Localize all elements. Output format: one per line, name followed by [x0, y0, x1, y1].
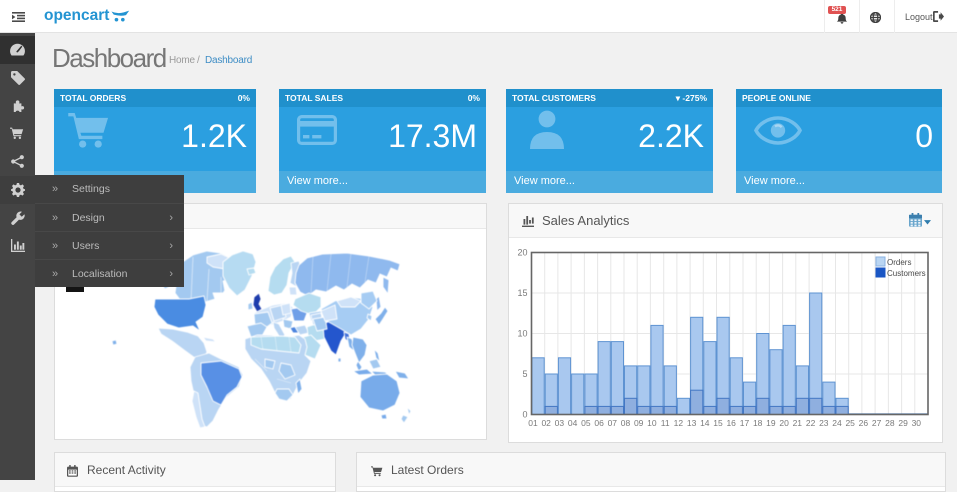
svg-text:02: 02 — [541, 418, 551, 428]
svg-text:20: 20 — [517, 248, 527, 258]
svg-text:25: 25 — [845, 418, 855, 428]
svg-text:21: 21 — [793, 418, 803, 428]
svg-text:12: 12 — [674, 418, 684, 428]
svg-text:08: 08 — [621, 418, 631, 428]
svg-text:10: 10 — [517, 329, 527, 339]
svg-text:05: 05 — [581, 418, 591, 428]
svg-text:03: 03 — [555, 418, 565, 428]
svg-text:06: 06 — [594, 418, 604, 428]
svg-text:Orders: Orders — [887, 258, 911, 267]
svg-text:14: 14 — [700, 418, 710, 428]
svg-text:18: 18 — [753, 418, 763, 428]
svg-text:26: 26 — [859, 418, 869, 428]
svg-text:5: 5 — [522, 369, 527, 379]
svg-text:15: 15 — [517, 288, 527, 298]
svg-text:09: 09 — [634, 418, 644, 428]
svg-text:10: 10 — [647, 418, 657, 428]
svg-text:27: 27 — [872, 418, 882, 428]
svg-text:19: 19 — [766, 418, 776, 428]
svg-text:22: 22 — [806, 418, 816, 428]
svg-text:01: 01 — [528, 418, 538, 428]
svg-text:04: 04 — [568, 418, 578, 428]
svg-text:28: 28 — [885, 418, 895, 428]
svg-text:13: 13 — [687, 418, 697, 428]
svg-text:23: 23 — [819, 418, 829, 428]
svg-text:07: 07 — [608, 418, 618, 428]
svg-text:15: 15 — [713, 418, 723, 428]
svg-text:30: 30 — [912, 418, 922, 428]
svg-text:11: 11 — [661, 418, 670, 428]
svg-text:16: 16 — [726, 418, 736, 428]
svg-text:0: 0 — [522, 410, 527, 420]
svg-text:17: 17 — [740, 418, 750, 428]
svg-text:Customers: Customers — [887, 269, 926, 278]
svg-text:29: 29 — [898, 418, 908, 428]
svg-text:20: 20 — [779, 418, 789, 428]
svg-text:24: 24 — [832, 418, 842, 428]
